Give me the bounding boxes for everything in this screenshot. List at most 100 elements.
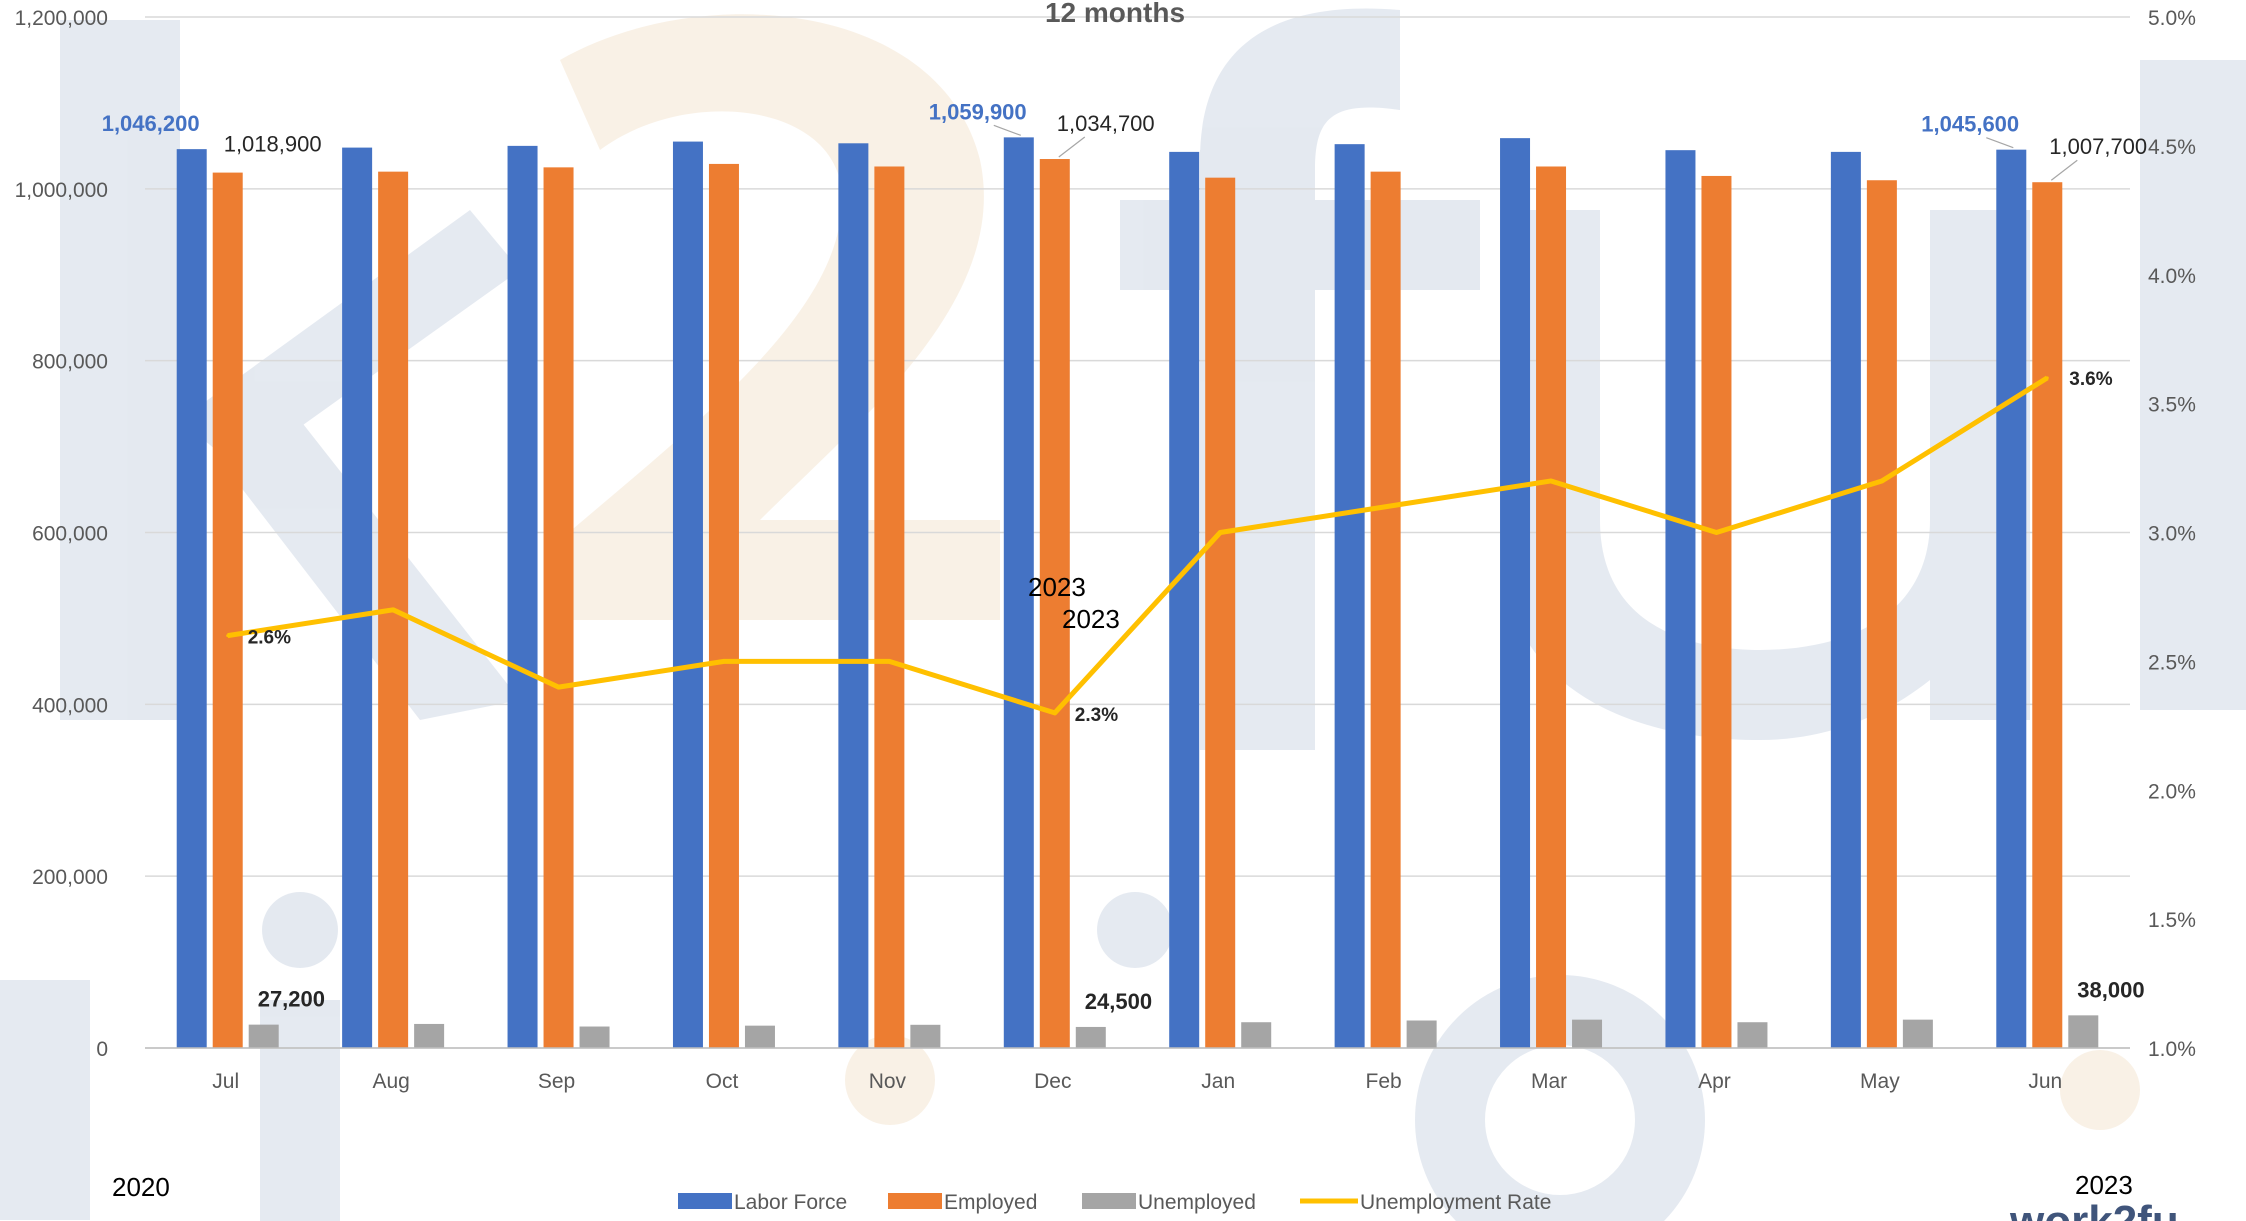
data-label: 2.3% (1075, 705, 1118, 726)
watermark-t-stem (2140, 60, 2246, 710)
legend-swatch (888, 1193, 942, 1209)
bar-unemployed (414, 1023, 445, 1048)
x-tick-label: Sep (538, 1070, 575, 1093)
x-tick-label: Nov (869, 1070, 907, 1093)
bar-employed (1370, 171, 1401, 1048)
data-label: 1,034,700 (1057, 111, 1155, 136)
y-left-tick-label: 1,200,000 (15, 7, 108, 30)
legend-label: Labor Force (734, 1191, 847, 1214)
bar-employed (708, 163, 739, 1049)
leader-line (993, 124, 1022, 136)
y-right-tick-label: 3.0% (2148, 523, 2196, 546)
legend-swatch (678, 1193, 732, 1209)
bar-labor-force (1169, 151, 1200, 1048)
rate-point (722, 659, 726, 663)
y-left-tick-label: 0 (96, 1038, 108, 1061)
x-tick-label: Jun (2028, 1070, 2062, 1093)
rate-point (887, 659, 891, 663)
bar-unemployed (1241, 1022, 1272, 1048)
y-right-tick-label: 4.0% (2148, 265, 2196, 288)
rate-point (1714, 531, 1718, 534)
bar-unemployed (1572, 1019, 1603, 1048)
rate-point (1218, 531, 1222, 534)
bar-unemployed (744, 1025, 775, 1048)
y-right-tick-label: 2.5% (2148, 651, 2196, 674)
legend-label: Unemployment Rate (1360, 1191, 1551, 1214)
data-label: 1,018,900 (224, 132, 322, 157)
legend-label: Unemployed (1138, 1191, 1256, 1214)
y-right-tick-label: 1.0% (2148, 1038, 2196, 1061)
bar-labor-force (672, 141, 703, 1048)
y-right-tick-label: 5.0% (2148, 7, 2196, 30)
watermark-n (0, 980, 90, 1220)
bar-employed (1205, 177, 1236, 1048)
x-tick-label: Feb (1366, 1070, 1402, 1093)
bar-employed (1039, 159, 1070, 1048)
bar-employed (2032, 182, 2063, 1048)
bar-labor-force (1830, 151, 1861, 1048)
x-tick-label: Aug (372, 1070, 409, 1093)
y-left-tick-label: 800,000 (32, 351, 108, 374)
rate-point (1549, 479, 1553, 483)
data-label: 24,500 (1085, 989, 1152, 1014)
data-label: 1,059,900 (929, 99, 1027, 124)
rate-line-series (226, 375, 2049, 716)
bar-labor-force (507, 145, 538, 1048)
bar-labor-force (1334, 144, 1365, 1048)
leader-line (1058, 136, 1086, 158)
rate-point (391, 608, 395, 612)
bar-employed (1536, 166, 1567, 1048)
y-left-tick-label: 600,000 (32, 523, 108, 546)
chart-title: 12 months (1045, 0, 1185, 28)
x-tick-label: Jul (212, 1070, 239, 1093)
rate-point (226, 634, 230, 638)
leader-line (2050, 159, 2078, 181)
watermark-dot-right (2060, 1050, 2140, 1130)
data-label: 2.6% (248, 628, 291, 649)
stray-label-2: 2023 (1062, 604, 1120, 634)
data-label: 1,045,600 (1921, 112, 2019, 137)
bar-labor-force (1996, 149, 2027, 1048)
data-labels: 1,046,200 1,018,900 27,200 2.6% 1,059,900 1,0… (102, 99, 2147, 1014)
y-right-tick-label: 2.0% (2148, 780, 2196, 803)
data-label: 38,000 (2077, 977, 2144, 1002)
bar-unemployed (579, 1026, 610, 1048)
rate-line (227, 375, 2049, 716)
watermark-j-dot (1097, 892, 1173, 968)
x-tick-label: Jan (1201, 1070, 1235, 1093)
bar-unemployed (1737, 1022, 1768, 1048)
data-label: 1,007,700 (2049, 134, 2147, 159)
bar-labor-force (1003, 137, 1034, 1048)
bar-unemployed (1406, 1020, 1437, 1048)
leader-line (1986, 137, 2014, 149)
axes: 0200,000400,000600,000800,0001,000,0001,… (15, 7, 2196, 1093)
watermark-k-stem (60, 20, 180, 720)
bar-employed (212, 172, 243, 1048)
watermark-2 (560, 14, 1000, 621)
bar-employed (1701, 175, 1732, 1049)
year-label-right: 2023 (2075, 1170, 2133, 1200)
rate-point (2045, 376, 2049, 380)
bar-unemployed (248, 1024, 279, 1048)
x-tick-label: Mar (1531, 1070, 1567, 1093)
rate-point (1384, 505, 1388, 509)
bar-labor-force (342, 147, 373, 1049)
bar-unemployed (1075, 1026, 1106, 1048)
x-tick-label: Oct (706, 1070, 739, 1093)
data-label: 1,046,200 (102, 111, 200, 136)
bar-labor-force (838, 143, 869, 1049)
stray-label-1: 2023 (1028, 572, 1086, 602)
watermark-corner-text: work2fu (2009, 1197, 2179, 1221)
legend: Labor Force Employed Unemployed Unemploymen… (678, 1191, 1551, 1214)
bar-employed (543, 167, 574, 1048)
y-left-tick-label: 200,000 (32, 866, 108, 889)
legend-label: Employed (944, 1191, 1037, 1214)
watermark-f-top (1200, 8, 1400, 170)
rate-point (1880, 479, 1884, 483)
data-label: 27,200 (258, 987, 325, 1012)
y-right-tick-label: 4.5% (2148, 136, 2196, 159)
bar-employed (1866, 180, 1897, 1048)
bar-employed (874, 166, 905, 1048)
bar-labor-force (176, 149, 207, 1048)
